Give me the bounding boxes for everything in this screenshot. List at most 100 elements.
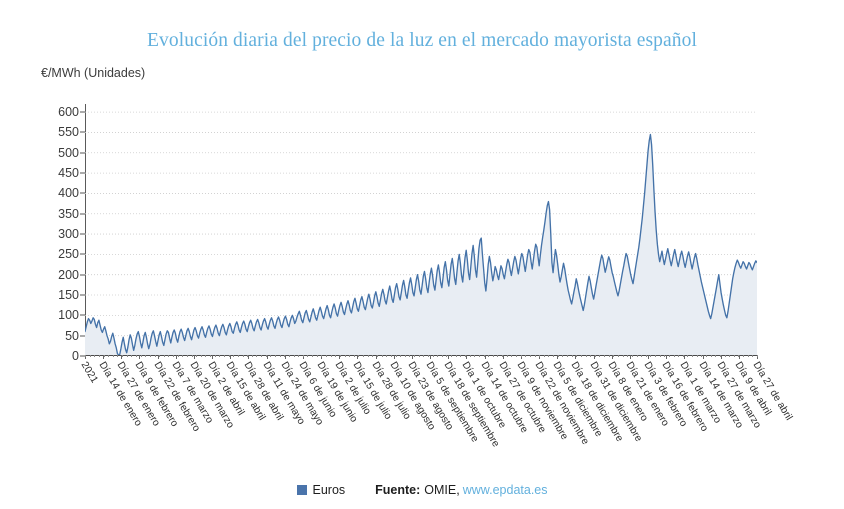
x-tick-mark-minor <box>339 355 341 357</box>
x-tick-mark-minor <box>719 355 721 357</box>
x-tick-mark-minor <box>682 355 684 357</box>
x-axis-line <box>85 355 758 356</box>
y-tick-mark <box>80 294 85 296</box>
x-tick-mark-minor <box>126 355 128 357</box>
x-tick-mark-minor <box>196 355 198 357</box>
x-tick-mark-minor <box>312 355 314 357</box>
x-tick-mark-minor <box>372 355 374 357</box>
x-tick-mark-minor <box>492 355 494 357</box>
x-tick-mark-minor <box>724 355 726 357</box>
x-tick-mark-minor <box>562 355 564 357</box>
x-tick-mark <box>448 355 450 359</box>
x-tick-mark-minor <box>566 355 568 357</box>
x-tick-mark <box>702 355 704 359</box>
x-tick-mark <box>339 355 341 359</box>
y-tick-label: 150 <box>58 288 79 303</box>
x-tick-mark-minor <box>149 355 151 357</box>
x-tick-mark-minor <box>613 355 615 357</box>
x-tick-mark <box>684 355 686 359</box>
x-tick-mark <box>193 355 195 359</box>
x-tick-mark-minor <box>455 355 457 357</box>
x-tick-mark-minor <box>145 355 147 357</box>
price-area-chart <box>85 111 757 356</box>
x-tick-mark-minor <box>94 355 96 357</box>
y-tick-label: 400 <box>58 186 79 201</box>
x-tick-mark-minor <box>131 355 133 357</box>
x-tick-mark-minor <box>441 355 443 357</box>
x-tick-mark <box>411 355 413 359</box>
x-tick-mark-minor <box>103 355 105 357</box>
y-tick-mark <box>80 314 85 316</box>
x-tick-mark-minor <box>539 355 541 357</box>
y-tick-mark <box>80 335 85 337</box>
x-tick-mark-minor <box>497 355 499 357</box>
x-tick-mark <box>430 355 432 359</box>
y-tick-label: 100 <box>58 308 79 323</box>
x-tick-label: 2021 <box>78 360 100 386</box>
x-tick-mark-minor <box>571 355 573 357</box>
x-tick-mark-minor <box>265 355 267 357</box>
x-tick-mark <box>757 355 758 359</box>
x-tick-mark-minor <box>678 355 680 357</box>
x-tick-mark-minor <box>576 355 578 357</box>
x-tick-mark-minor <box>307 355 309 357</box>
x-tick-mark <box>611 355 613 359</box>
y-tick-mark <box>80 192 85 194</box>
x-tick-mark-minor <box>219 355 221 357</box>
x-tick-mark <box>175 355 177 359</box>
x-tick-mark-minor <box>641 355 643 357</box>
x-tick-mark-minor <box>321 355 323 357</box>
x-tick-mark <box>375 355 377 359</box>
x-tick-mark <box>520 355 522 359</box>
x-tick-mark-minor <box>302 355 304 357</box>
x-tick-mark-minor <box>390 355 392 357</box>
x-tick-mark-minor <box>242 355 244 357</box>
x-tick-mark <box>302 355 304 359</box>
y-tick-label: 50 <box>65 328 79 343</box>
x-tick-mark <box>284 355 286 359</box>
x-tick-mark-minor <box>636 355 638 357</box>
x-tick-mark-minor <box>432 355 434 357</box>
x-tick-mark-minor <box>316 355 318 357</box>
x-tick-mark-minor <box>284 355 286 357</box>
x-tick-mark-minor <box>112 355 114 357</box>
y-tick-mark <box>80 274 85 276</box>
x-tick-mark-minor <box>414 355 416 357</box>
x-tick-mark-minor <box>233 355 235 357</box>
x-tick-mark-minor <box>210 355 212 357</box>
x-tick-mark-minor <box>205 355 207 357</box>
y-axis-title: €/MWh (Unidades) <box>41 66 146 80</box>
x-tick-mark <box>85 355 86 359</box>
x-tick-mark <box>484 355 486 359</box>
x-tick-mark-minor <box>186 355 188 357</box>
x-tick-mark-minor <box>710 355 712 357</box>
x-tick-mark-minor <box>543 355 545 357</box>
x-tick-mark-minor <box>673 355 675 357</box>
y-tick-mark <box>80 355 85 357</box>
y-tick-label: 350 <box>58 206 79 221</box>
x-tick-mark <box>575 355 577 359</box>
x-tick-mark-minor <box>344 355 346 357</box>
y-tick-mark <box>80 233 85 235</box>
x-tick-mark-minor <box>376 355 378 357</box>
x-tick-mark-minor <box>446 355 448 357</box>
x-tick-mark-minor <box>729 355 731 357</box>
source-label: Fuente: <box>375 483 421 497</box>
x-tick-mark-minor <box>423 355 425 357</box>
x-tick-mark-minor <box>182 355 184 357</box>
x-tick-mark <box>212 355 214 359</box>
y-tick-mark <box>80 152 85 154</box>
x-tick-mark <box>466 355 468 359</box>
x-tick-mark-minor <box>715 355 717 357</box>
x-tick-mark-minor <box>631 355 633 357</box>
x-tick-mark-minor <box>418 355 420 357</box>
x-tick-mark-minor <box>237 355 239 357</box>
x-tick-mark-minor <box>325 355 327 357</box>
y-tick-mark <box>80 111 85 113</box>
x-tick-mark-minor <box>353 355 355 357</box>
x-tick-mark-minor <box>279 355 281 357</box>
price-line <box>85 133 757 356</box>
source-link[interactable]: www.epdata.es <box>462 483 548 497</box>
y-tick-label: 600 <box>58 105 79 120</box>
x-tick-mark <box>121 355 123 359</box>
